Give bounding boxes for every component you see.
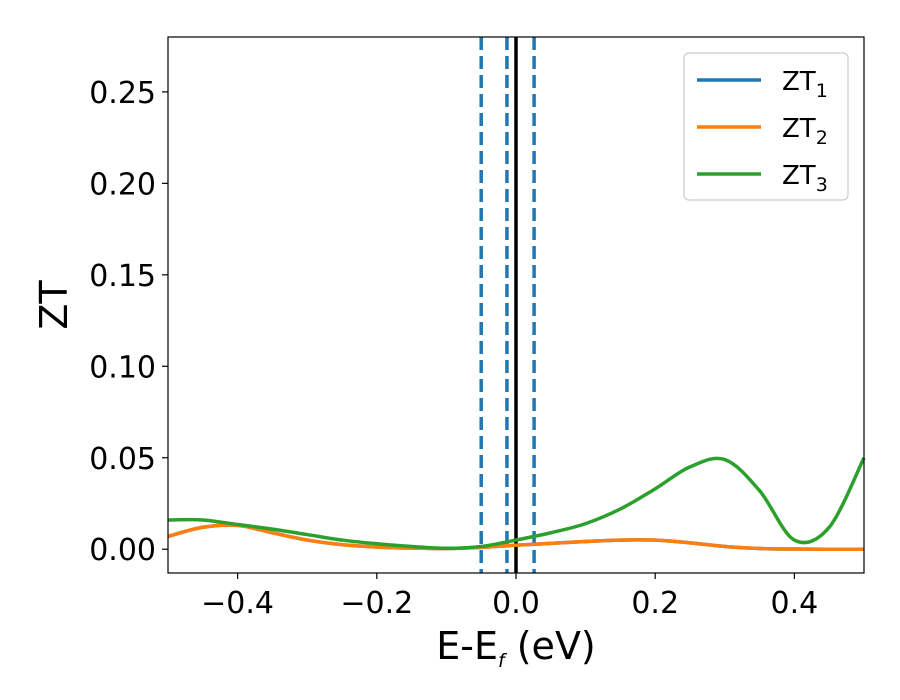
y-tick-label: 0.05: [89, 442, 156, 477]
y-tick-label: 0.25: [89, 76, 156, 111]
legend-label-zt3: ZT3: [782, 161, 828, 196]
series-line-zt2: [167, 523, 865, 551]
y-tick-label: 0.15: [89, 259, 156, 294]
legend-label-zt2: ZT2: [782, 114, 828, 149]
x-tick-label: −0.4: [201, 586, 274, 621]
x-axis-label-sub: f: [498, 650, 508, 672]
y-axis-ticks: 0.00 0.05 0.10 0.15 0.20 0.25: [89, 76, 168, 568]
y-axis-label: ZT: [32, 280, 76, 330]
reference-lines: [479, 37, 536, 573]
x-axis-label: E-Ef (eV): [436, 624, 596, 672]
legend-frame: [683, 52, 849, 201]
x-tick-label: 0.0: [492, 586, 540, 621]
x-tick-label: −0.2: [340, 586, 413, 621]
x-tick-label: 0.4: [771, 586, 819, 621]
x-tick-label: 0.2: [631, 586, 679, 621]
legend-items: ZT1 ZT2 ZT3: [697, 67, 828, 196]
y-tick-label: 0.00: [89, 533, 156, 568]
legend-label-zt1: ZT1: [782, 67, 828, 102]
x-axis-ticks: −0.4 −0.2 0.0 0.2 0.4: [201, 573, 818, 621]
series-lines: [167, 456, 866, 551]
legend: ZT1 ZT2 ZT3: [683, 52, 849, 201]
series-line-zt3: [167, 456, 866, 551]
y-tick-label: 0.10: [89, 350, 156, 385]
y-tick-label: 0.20: [89, 167, 156, 202]
